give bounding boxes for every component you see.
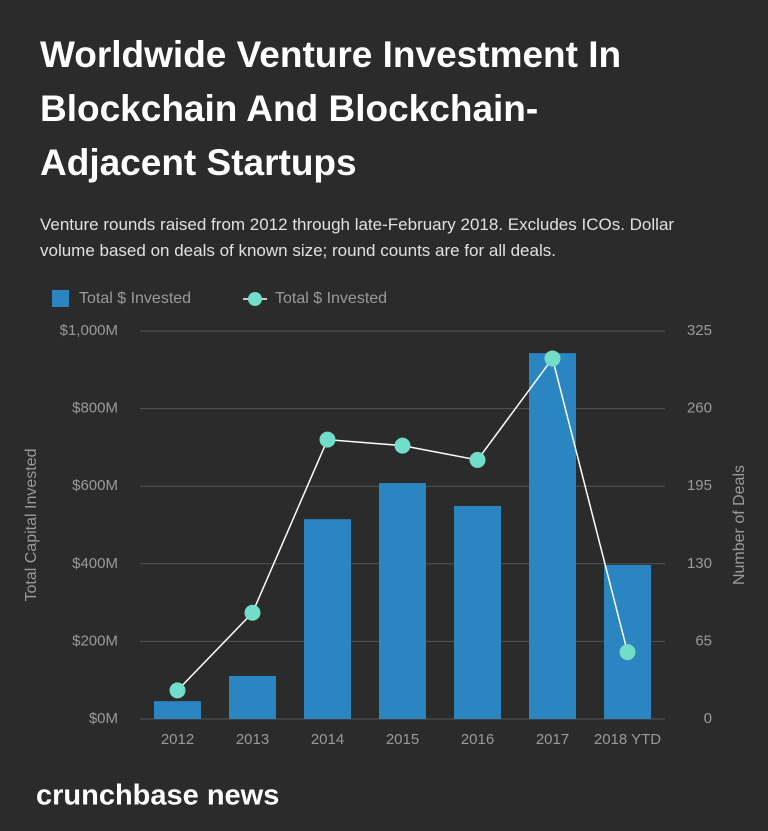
y2-tick-label: 260 bbox=[687, 400, 712, 417]
legend-label: Total $ Invested bbox=[79, 290, 191, 307]
bar bbox=[154, 701, 201, 719]
y-tick-label: $1,000M bbox=[60, 322, 118, 339]
y2-tick-label: 325 bbox=[687, 322, 712, 339]
y2-tick-label: 195 bbox=[687, 477, 712, 494]
x-tick-label: 2014 bbox=[311, 731, 344, 748]
legend-marker bbox=[248, 292, 262, 306]
bar bbox=[304, 519, 351, 719]
point bbox=[169, 682, 186, 699]
y-axis-title: Total Capital Invested bbox=[23, 449, 40, 602]
x-tick-label: 2013 bbox=[236, 731, 269, 748]
y2-tick-label: 0 bbox=[704, 710, 712, 727]
point bbox=[394, 437, 411, 454]
x-tick-label: 2015 bbox=[386, 731, 419, 748]
y-tick-label: $400M bbox=[72, 555, 118, 572]
y-tick-label: $200M bbox=[72, 632, 118, 649]
legend-label: Total $ Invested bbox=[275, 290, 387, 307]
chart-title: Worldwide Venture Investment In Blockcha… bbox=[40, 34, 622, 183]
point bbox=[319, 431, 336, 448]
chart-subtitle: Venture rounds raised from 2012 through … bbox=[40, 215, 675, 260]
bar bbox=[229, 675, 276, 719]
x-tick-label: 2012 bbox=[161, 731, 194, 748]
source-logo: crunchbase news bbox=[36, 780, 279, 812]
point bbox=[244, 604, 261, 621]
y2-tick-label: 65 bbox=[695, 632, 712, 649]
y-tick-label: $0M bbox=[89, 710, 118, 727]
legend-swatch bbox=[52, 290, 69, 307]
y2-tick-label: 130 bbox=[687, 555, 712, 572]
y-tick-label: $800M bbox=[72, 400, 118, 417]
point bbox=[469, 451, 486, 468]
y-tick-label: $600M bbox=[72, 477, 118, 494]
bar bbox=[379, 483, 426, 719]
point bbox=[619, 644, 636, 661]
y2-axis-title: Number of Deals bbox=[731, 465, 748, 585]
point bbox=[544, 350, 561, 367]
x-tick-label: 2016 bbox=[461, 731, 494, 748]
bar bbox=[454, 505, 501, 719]
x-tick-label: 2018 YTD bbox=[594, 731, 661, 748]
bar bbox=[529, 353, 576, 719]
x-tick-label: 2017 bbox=[536, 731, 569, 748]
